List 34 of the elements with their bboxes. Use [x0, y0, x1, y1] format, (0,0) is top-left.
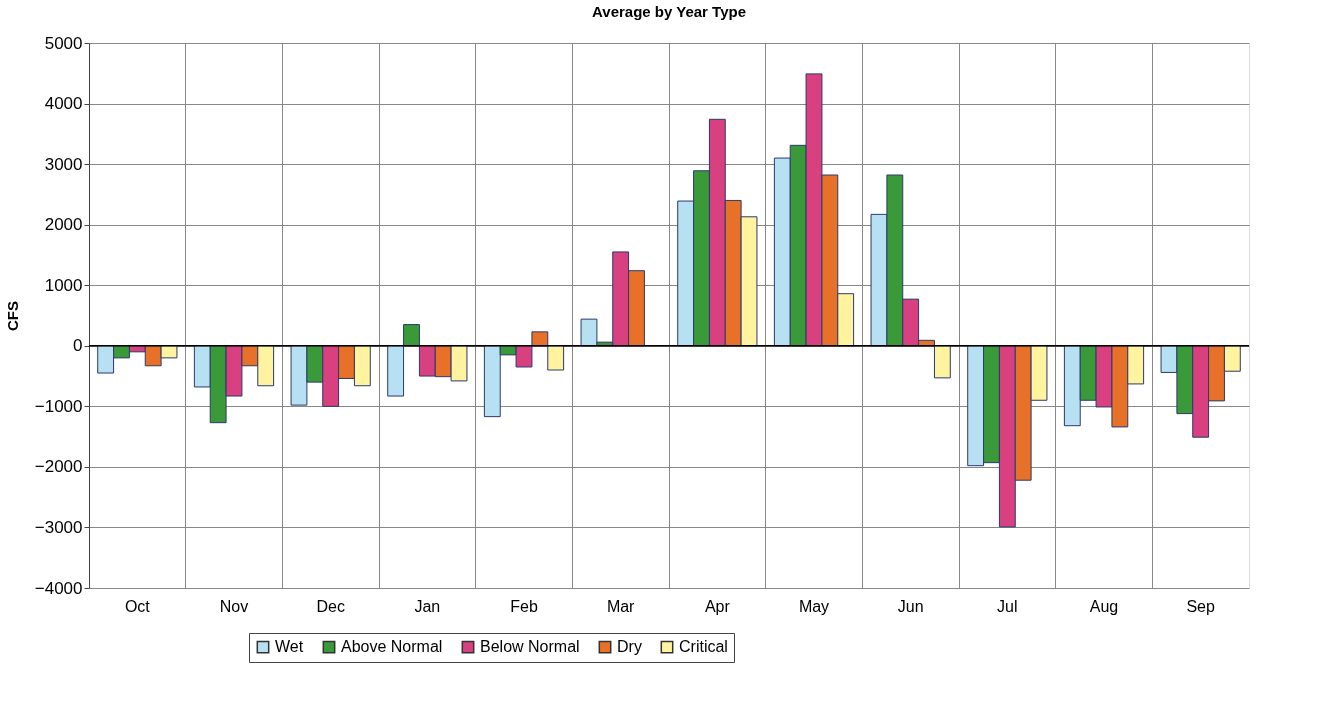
bar — [403, 324, 420, 347]
x-tick-label: Feb — [510, 597, 538, 615]
y-tick-label: 5000 — [44, 33, 83, 53]
y-tick-label: 1000 — [44, 275, 83, 295]
y-tick-label: −2000 — [34, 457, 83, 477]
x-tick-label: Nov — [219, 597, 249, 615]
x-tick-label: Dec — [316, 597, 345, 615]
y-tick-label: 0 — [73, 336, 83, 356]
legend-label: Wet — [275, 638, 304, 656]
x-tick-label: Aug — [1089, 597, 1119, 615]
y-tick-label: −4000 — [34, 578, 83, 598]
bar — [387, 345, 405, 397]
bar — [547, 345, 565, 371]
x-tick-label: Oct — [124, 597, 151, 615]
y-tick-label: 3000 — [44, 154, 83, 174]
y-tick-label: 4000 — [44, 94, 83, 114]
x-tick-label: Mar — [606, 597, 636, 615]
y-tick-label: −3000 — [34, 517, 83, 537]
x-tick-label: May — [798, 597, 830, 615]
y-tick-label: −1000 — [34, 396, 83, 416]
legend-label: Above Normal — [341, 638, 443, 656]
x-tick-label: Jun — [897, 597, 924, 615]
legend-label: Below Normal — [480, 638, 580, 656]
chart-title: Average by Year Type — [592, 3, 746, 20]
legend-label: Dry — [617, 638, 642, 656]
x-tick-label: Jul — [997, 597, 1018, 615]
x-tick-label: Jan — [414, 597, 441, 615]
y-tick-label: 2000 — [44, 215, 83, 235]
legend-label: Critical — [679, 638, 728, 656]
bar — [933, 345, 951, 379]
y-axis-title: CFS — [3, 301, 21, 331]
bar — [531, 331, 549, 347]
x-tick-label: Sep — [1186, 597, 1215, 615]
x-tick-label: Apr — [704, 597, 731, 615]
